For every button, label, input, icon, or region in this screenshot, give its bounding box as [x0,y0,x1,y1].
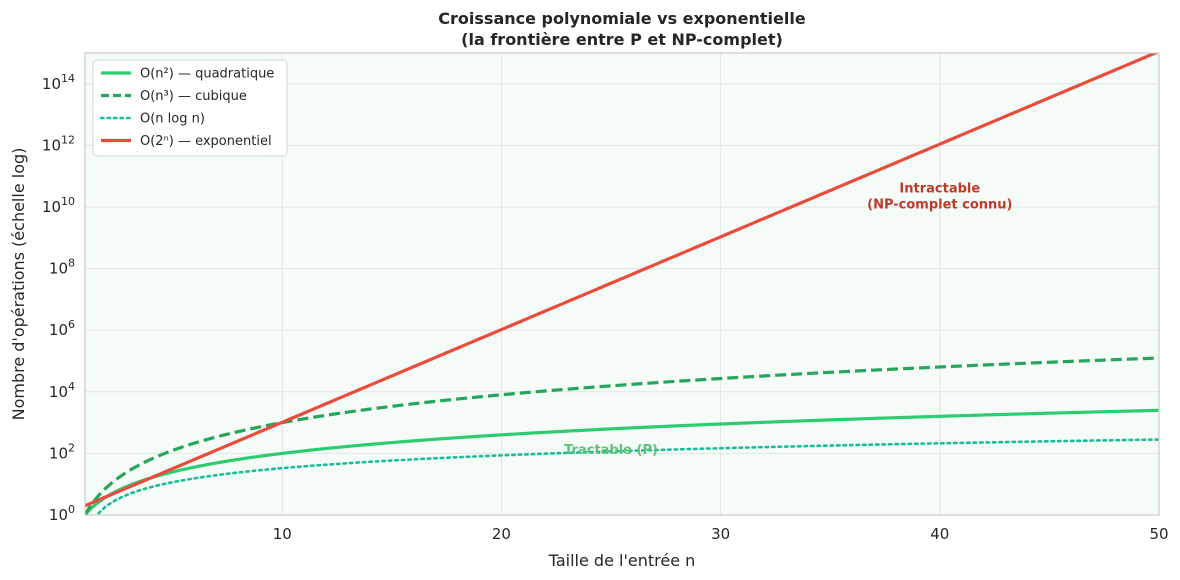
legend-label-1: O(n³) — cubique [140,89,247,104]
ticks: 10 20 30 40 50 100 102 104 106 108 1010 1012 1014 [42,72,1169,543]
x-tick-label: 20 [492,525,511,543]
x-tick-label: 10 [273,525,292,543]
y-tick-label: 102 [49,441,75,462]
series-line-1 [85,356,1159,515]
annotation-1-line1: Tractable (P) [564,443,658,458]
y-tick-label: 106 [49,318,75,339]
y-tick-label: 100 [49,503,75,524]
x-tick-label: 30 [711,525,730,543]
series-line-0 [85,408,1159,515]
y-tick-label: 1012 [42,133,75,154]
series-line-2 [95,438,1159,515]
annotation-0-line1: Intractable [899,181,980,196]
series-line-3 [85,53,1159,508]
legend-box [92,59,288,157]
y-tick-label: 1010 [42,195,75,216]
x-axis-label: Taille de l'entrée n [548,551,696,570]
x-tick-label: 50 [1149,525,1168,543]
annotations: Intractable(NP-complet connu) Tractable (… [564,181,1012,458]
chart-title-line2: (la frontière entre P et NP-complet) [461,30,783,49]
y-tick-label: 108 [49,257,75,278]
annotation-0-line2: (NP-complet connu) [867,197,1012,212]
y-tick-label: 104 [49,380,75,401]
legend-label-3: O(2ⁿ) — exponentiel [140,134,272,149]
y-tick-label: 1014 [42,72,75,93]
legend-label-0: O(n²) — quadratique [140,67,274,82]
grid [85,53,1160,516]
x-tick-label: 40 [930,525,949,543]
y-axis-label: Nombre d'opérations (échelle log) [9,148,28,421]
chart-title-line1: Croissance polynomiale vs exponentielle [438,9,806,28]
legend: O(n²) — quadratique O(n³) — cubique O(n lo… [92,59,288,157]
legend-label-2: O(n log n) [140,112,205,127]
series-layer [85,53,1159,515]
plot-frame [84,52,1160,516]
